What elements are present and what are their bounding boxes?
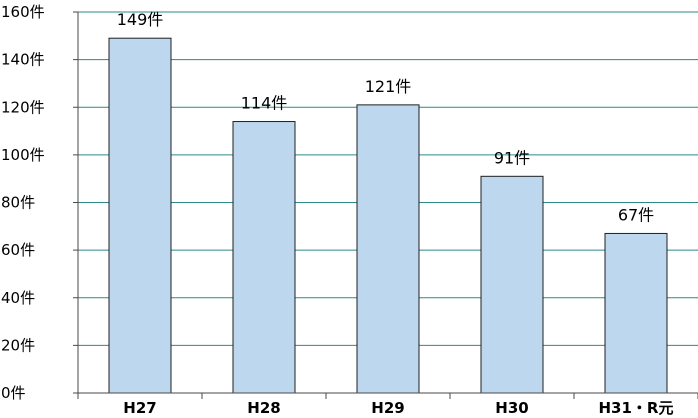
x-category-label: H29: [371, 399, 404, 417]
x-category-label: H31・R元: [599, 399, 674, 417]
y-tick-label: 80件: [1, 194, 35, 212]
axis-layer: [73, 11, 698, 399]
labels-layer: 0件 20件 40件 60件 80件 100件 120件 140件 160件 149件 H27 114…: [1, 3, 673, 417]
bars-layer: [108, 37, 668, 394]
y-tick-label: 20件: [1, 336, 35, 354]
data-label: 121件: [365, 77, 412, 96]
data-label: 91件: [494, 148, 530, 167]
data-label: 67件: [618, 205, 654, 224]
data-label: 114件: [241, 94, 288, 113]
y-tick-label: 120件: [1, 98, 45, 116]
data-label: 149件: [117, 10, 164, 29]
bar-H30: [480, 175, 544, 394]
bar-H27: [108, 37, 172, 394]
y-tick-label: 160件: [1, 3, 45, 21]
x-category-label: H27: [123, 399, 156, 417]
bar-H31・R元: [604, 232, 668, 394]
y-tick-label: 40件: [1, 289, 35, 307]
y-tick-label: 140件: [1, 51, 45, 69]
y-tick-label: 0件: [1, 384, 26, 402]
x-category-label: H28: [247, 399, 280, 417]
bar-H29: [356, 104, 420, 394]
y-tick-label: 100件: [1, 146, 45, 164]
x-category-label: H30: [495, 399, 528, 417]
y-tick-label: 60件: [1, 241, 35, 259]
bar-H28: [232, 121, 296, 394]
